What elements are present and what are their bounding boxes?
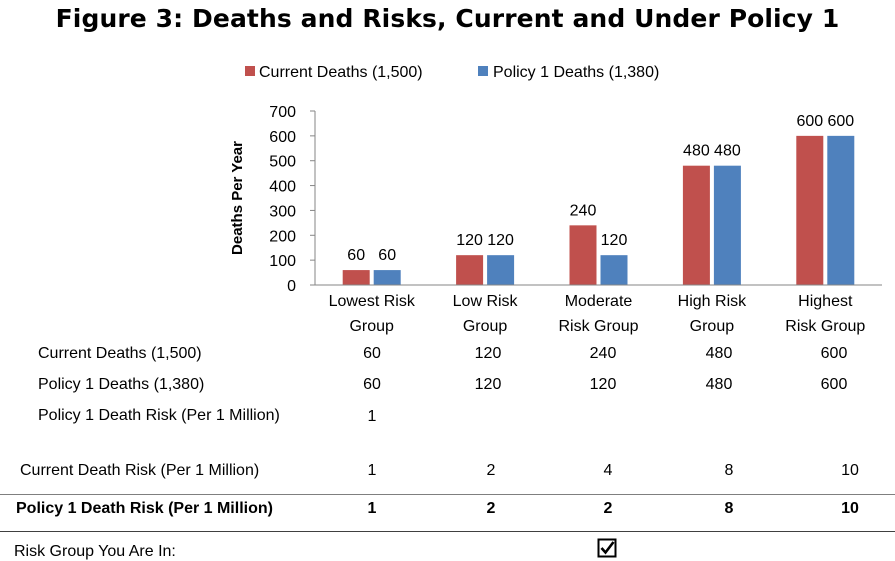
y-tick-label-2: 200 — [269, 228, 296, 245]
row-label-policy1-risk-partial: Policy 1 Death Risk (Per 1 Million) — [38, 407, 280, 424]
bar-0-2 — [569, 225, 597, 285]
y-tick-label-4: 400 — [269, 179, 296, 196]
cell-policy1-deaths-3: 480 — [705, 376, 733, 393]
bar-0-3 — [682, 165, 710, 285]
cell-current-risk-0: 1 — [367, 462, 377, 479]
table-divider — [0, 494, 895, 495]
row-label-policy1-deaths: Policy 1 Deaths (1,380) — [38, 376, 205, 393]
cell-current-risk-4: 10 — [841, 462, 859, 479]
category-label-0-1: Group — [349, 318, 394, 335]
category-label-1-0: Low Risk — [453, 293, 519, 310]
bar-0-1 — [456, 255, 484, 285]
table-divider-bottom — [0, 531, 895, 532]
bar-1-3 — [713, 165, 741, 285]
legend-label-1: Policy 1 Deaths (1,380) — [493, 64, 659, 81]
risk-group-label: Risk Group You Are In: — [14, 543, 176, 560]
category-label-3-0: High Risk — [678, 293, 747, 310]
category-label-3-1: Group — [690, 318, 735, 335]
data-label-1-3: 480 — [714, 143, 741, 160]
cell-policy1-deaths-0: 60 — [363, 376, 381, 393]
category-label-0-0: Lowest Risk — [329, 293, 416, 310]
bar-chart: Current Deaths (1,500) Policy 1 Deaths (1… — [229, 64, 882, 335]
cell-policy1-deaths-4: 600 — [820, 376, 848, 393]
cell-current-deaths-0: 60 — [363, 345, 381, 362]
cell-policy1-risk-0: 1 — [367, 500, 377, 517]
y-axis-title: Deaths Per Year — [229, 141, 246, 255]
cell-current-risk-2: 4 — [603, 462, 613, 479]
legend-label-0: Current Deaths (1,500) — [259, 64, 423, 81]
bar-0-4 — [796, 135, 824, 285]
bar-1-4 — [827, 135, 855, 285]
category-label-2-0: Moderate — [565, 293, 633, 310]
cell-current-deaths-1: 120 — [474, 345, 502, 362]
bar-0-0 — [342, 270, 370, 285]
bar-1-0 — [373, 270, 401, 285]
data-label-0-0: 60 — [347, 247, 365, 264]
bar-1-2 — [600, 255, 628, 285]
y-tick-label-7: 700 — [269, 104, 296, 121]
cell-policy1-risk-1: 2 — [486, 500, 496, 517]
legend-swatch-0 — [245, 66, 255, 76]
cell-policy1-risk-partial-0: 1 — [367, 408, 377, 425]
cell-policy1-risk-2: 2 — [603, 500, 613, 517]
y-tick-label-0: 0 — [287, 278, 296, 295]
data-label-0-1: 120 — [456, 232, 483, 249]
y-tick-label-3: 300 — [269, 203, 296, 220]
cell-policy1-risk-4: 10 — [841, 500, 859, 517]
bar-1-1 — [487, 255, 515, 285]
row-label-current-deaths: Current Deaths (1,500) — [38, 345, 202, 362]
y-tick-label-5: 500 — [269, 154, 296, 171]
data-label-0-4: 600 — [796, 113, 823, 130]
data-label-0-3: 480 — [683, 143, 710, 160]
cell-current-risk-1: 2 — [486, 462, 496, 479]
category-label-1-1: Group — [463, 318, 508, 335]
y-tick-label-6: 600 — [269, 129, 296, 146]
cell-policy1-deaths-1: 120 — [474, 376, 502, 393]
data-label-1-1: 120 — [487, 232, 514, 249]
cell-current-deaths-4: 600 — [820, 345, 848, 362]
data-label-1-2: 120 — [601, 232, 628, 249]
figure-title: Figure 3: Deaths and Risks, Current and … — [55, 4, 840, 33]
category-label-4-1: Risk Group — [785, 318, 865, 335]
data-label-1-4: 600 — [827, 113, 854, 130]
category-label-4-0: Highest — [798, 293, 853, 310]
checkbox-checked-icon — [597, 538, 617, 558]
row-label-policy1-risk: Policy 1 Death Risk (Per 1 Million) — [16, 500, 273, 517]
category-label-2-1: Risk Group — [558, 318, 638, 335]
cell-policy1-risk-3: 8 — [724, 500, 734, 517]
row-label-current-risk: Current Death Risk (Per 1 Million) — [20, 462, 260, 479]
cell-current-deaths-3: 480 — [705, 345, 733, 362]
y-tick-label-1: 100 — [269, 253, 296, 270]
data-label-1-0: 60 — [378, 247, 396, 264]
data-label-0-2: 240 — [570, 202, 597, 219]
cell-current-deaths-2: 240 — [589, 345, 617, 362]
legend-swatch-1 — [478, 66, 488, 76]
cell-current-risk-3: 8 — [724, 462, 734, 479]
cell-policy1-deaths-2: 120 — [589, 376, 617, 393]
